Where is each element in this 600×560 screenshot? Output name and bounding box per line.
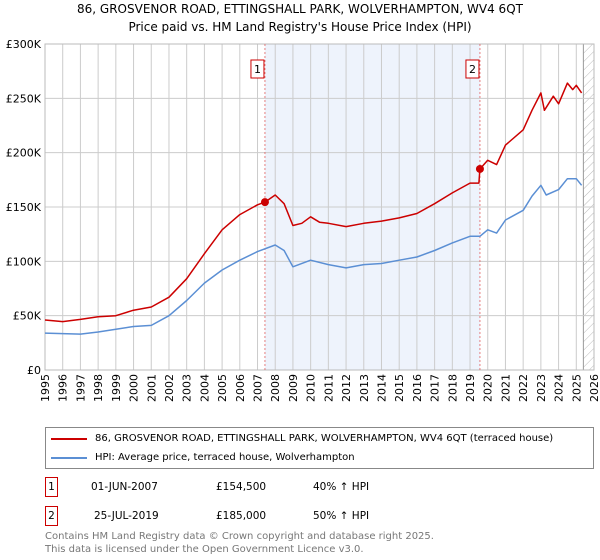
x-tick-label: 2026	[588, 374, 600, 402]
sale-label-box	[250, 59, 265, 79]
x-tick-label: 2005	[216, 374, 229, 402]
x-tick-label: 2020	[482, 374, 495, 402]
x-tick-label: 2012	[340, 374, 353, 402]
x-tick-label: 2016	[411, 374, 424, 402]
x-tick-label: 1995	[39, 374, 52, 402]
legend-item-hpi: HPI: Average price, terraced house, Wolv…	[51, 450, 355, 466]
x-tick-label: 2019	[464, 374, 477, 402]
sale-hpi-change: 50% ↑ HPI	[313, 510, 370, 522]
x-tick-label: 2013	[358, 374, 371, 402]
sale-date: 01-JUN-2007	[91, 481, 158, 493]
x-tick-label: 1996	[57, 374, 70, 402]
legend-label-hpi: HPI: Average price, terraced house, Wolv…	[95, 452, 355, 463]
sale-price: £154,500	[216, 481, 267, 493]
sale-hpi-change: 40% ↑ HPI	[313, 481, 370, 493]
plot-frame	[44, 43, 595, 371]
footer-licence: This data is licensed under the Open Gov…	[45, 544, 364, 555]
sale-badge: 1	[45, 477, 58, 497]
x-tick-label: 2004	[198, 374, 211, 402]
x-tick-label: 2006	[234, 374, 247, 402]
x-tick-label: 2018	[446, 374, 459, 402]
x-tick-label: 2001	[145, 374, 158, 402]
legend: 86, GROSVENOR ROAD, ETTINGSHALL PARK, WO…	[45, 427, 594, 469]
x-tick-label: 1999	[110, 374, 123, 402]
sale-price: £185,000	[216, 510, 267, 522]
x-tick-label: 2010	[305, 374, 318, 402]
y-tick-label: £100K	[6, 255, 42, 268]
x-tick-label: 2014	[375, 374, 388, 402]
sale-badge: 2	[45, 506, 58, 526]
x-tick-label: 1997	[74, 374, 87, 402]
sale-point	[260, 198, 269, 207]
x-tick-label: 2003	[181, 374, 194, 402]
x-tick-label: 2023	[535, 374, 548, 402]
x-tick-label: 2017	[429, 374, 442, 402]
chart-subtitle: Price paid vs. HM Land Registry's House …	[128, 20, 472, 34]
sale-label: 1	[254, 63, 261, 76]
x-tick-label: 2009	[287, 374, 300, 402]
property-price-line	[44, 82, 583, 323]
hpi-line	[44, 177, 583, 335]
x-tick-label: 1998	[92, 374, 105, 402]
legend-blue-line-icon	[51, 457, 87, 459]
y-tick-label: £300K	[6, 38, 42, 51]
y-tick-label: £0	[27, 364, 41, 377]
x-tick-label: 2008	[269, 374, 282, 402]
y-tick-label: £250K	[6, 92, 42, 105]
chart-title: 86, GROSVENOR ROAD, ETTINGSHALL PARK, WO…	[77, 2, 523, 16]
footer-copyright: Contains HM Land Registry data © Crown c…	[45, 531, 434, 542]
sale-date: 25-JUL-2019	[94, 510, 159, 522]
x-tick-label: 2022	[517, 374, 530, 402]
price-chart: £0 £50K £100K £150K £200K £250K £300K 1995 1996 1…	[6, 38, 600, 402]
y-tick-label: £200K	[6, 147, 42, 160]
y-tick-label: £150K	[6, 201, 42, 214]
x-tick-label: 2000	[128, 374, 141, 402]
x-tick-label: 2011	[322, 374, 335, 402]
legend-red-line-icon	[51, 438, 87, 440]
y-tick-label: £50K	[13, 310, 42, 323]
x-tick-label: 2002	[163, 374, 176, 402]
x-tick-label: 2007	[252, 374, 265, 402]
x-tick-label: 2015	[393, 374, 406, 402]
sale-point	[475, 164, 484, 173]
sale-label: 2	[469, 63, 476, 76]
sale-label-box	[465, 59, 480, 79]
x-tick-label: 2024	[553, 374, 566, 402]
legend-item-property: 86, GROSVENOR ROAD, ETTINGSHALL PARK, WO…	[51, 431, 553, 447]
x-tick-label: 2025	[570, 374, 583, 402]
x-tick-label: 2021	[499, 374, 512, 402]
legend-label-property: 86, GROSVENOR ROAD, ETTINGSHALL PARK, WO…	[95, 433, 554, 444]
